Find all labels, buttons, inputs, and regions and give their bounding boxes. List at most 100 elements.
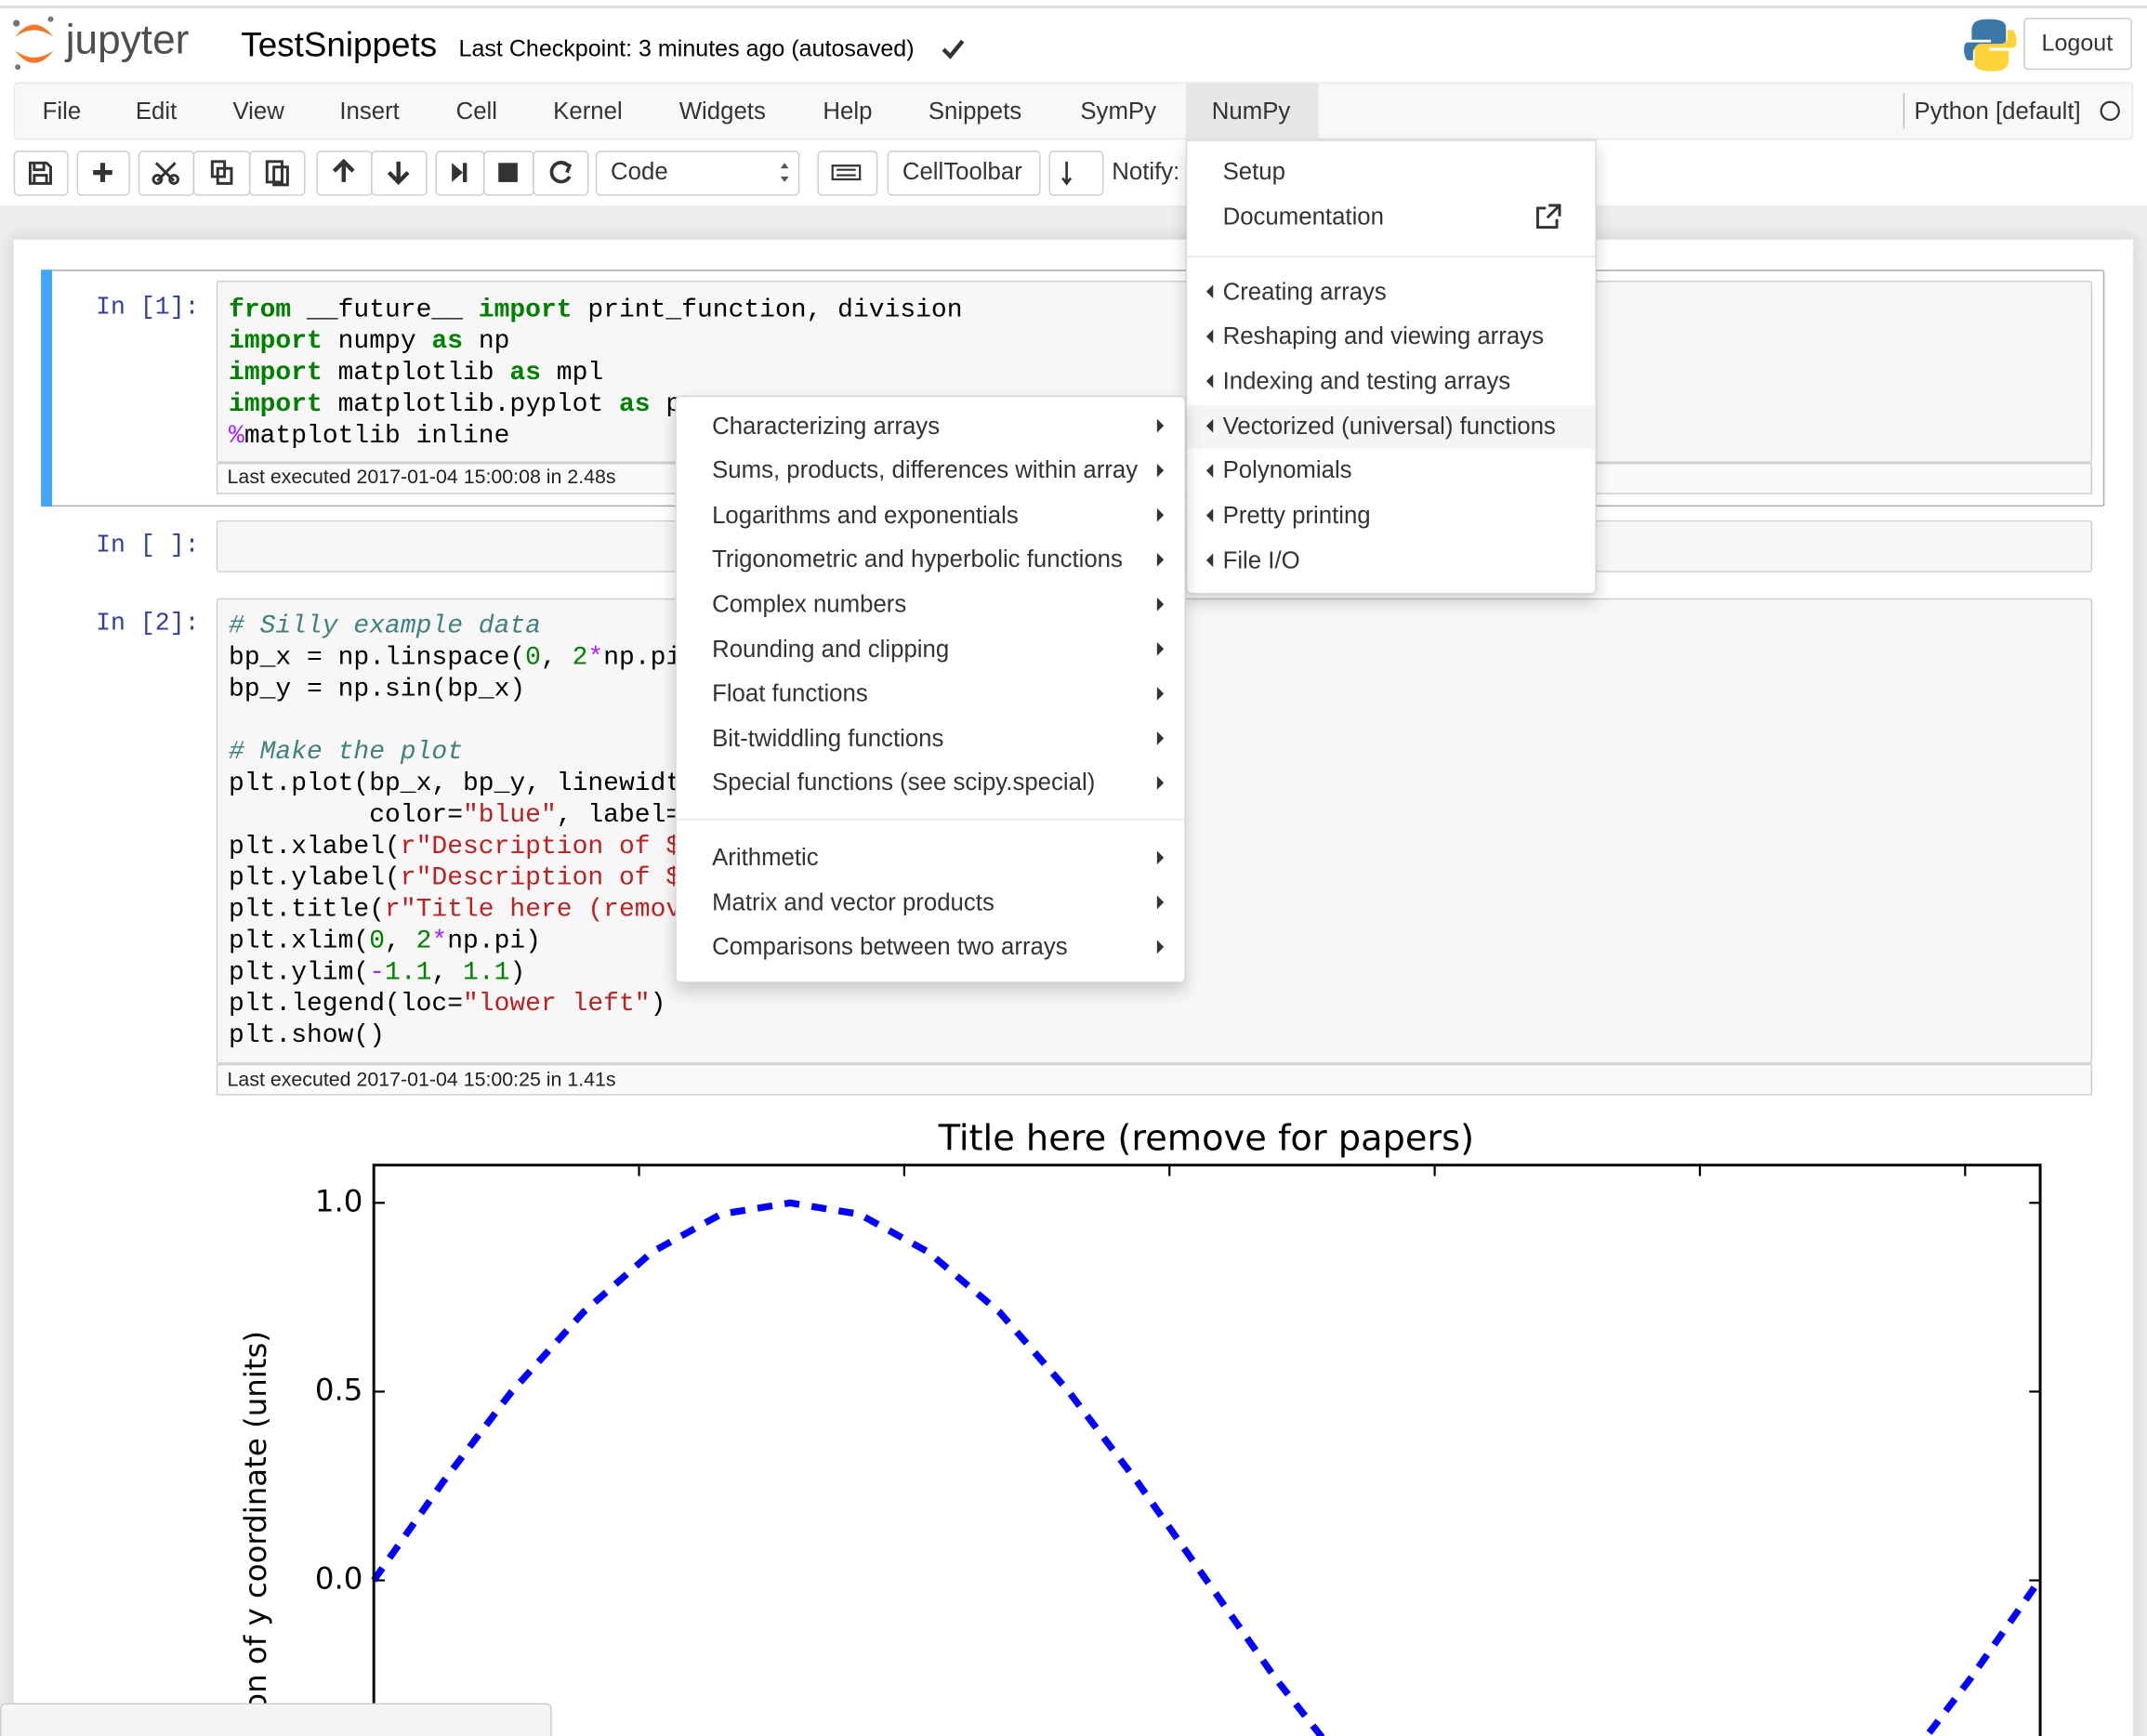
code-line: color="blue", label= [229,799,681,831]
menu-icons [1205,204,1561,568]
code-token: plt.show() [229,1019,386,1050]
code-token: ) [650,987,666,1019]
submenu-item[interactable]: Pretty printing [1222,501,1371,529]
submenu-item[interactable]: Logarithms and exponentials [712,500,1019,529]
submenu-item[interactable]: Creating arrays [1222,277,1387,305]
submenu-item[interactable]: Special functions (see scipy.special) [712,768,1096,796]
paste-icon [265,160,289,187]
submenu-item[interactable]: Polynomials [1222,456,1352,484]
cut-icon [151,174,164,185]
kernel-indicator [2100,100,2120,122]
code-token: 0 [369,925,386,955]
code-token: import [478,294,573,324]
code-line: plt.title(r"Title here (remov [229,893,681,925]
submenu-item[interactable]: Rounding and clipping [712,634,950,663]
submenu-caret [1205,553,1214,568]
code-token: __future__ [291,294,479,324]
code-token: , [540,641,573,672]
menu-item[interactable]: Help [823,96,873,125]
menu-item[interactable]: File [42,96,82,125]
submenu-caret [1205,329,1214,344]
submenu-caret [1156,776,1165,790]
copy-icon [210,160,233,185]
submenu-item[interactable]: Float functions [712,678,868,707]
code-token: bp_y = np.sin(bp_x) [229,673,526,704]
external-link-icon [1535,204,1561,230]
submenu-caret [1205,464,1214,478]
menu-item[interactable]: Documentation [1222,202,1385,230]
toolbar-button [13,151,69,196]
submenu-item[interactable]: Characterizing arrays [712,411,941,440]
code-token: bp_x = np.linspace( [229,641,526,672]
menu-item[interactable]: Widgets [678,96,766,125]
code-token: - [369,956,386,987]
submenu-item[interactable]: Vectorized (universal) functions [1222,411,1556,440]
menu-item[interactable]: NumPy [1211,96,1291,125]
submenu-item[interactable]: Matrix and vector products [712,888,994,915]
menu-item[interactable]: Insert [339,96,400,125]
move-up-icon [332,158,355,182]
scroll-box [0,1703,552,1736]
logo-dot [47,16,54,22]
code-token: color= [229,798,463,830]
submenu-caret [1156,940,1165,954]
checkpoint: Last Checkpoint: 3 minutes ago (autosave… [458,35,915,61]
toolbar-button [533,151,589,196]
cell-type-select[interactable]: Code [611,156,668,185]
menu-item[interactable]: SymPy [1080,96,1157,125]
y-axis-label: on of y coordinate (units) [238,1331,273,1712]
code-token: plt.ylim( [229,956,370,987]
menu-divider [676,819,1185,822]
code-line: plt.plot(bp_x, bp_y, linewidt [229,768,681,799]
code-token: print_function, division [572,294,963,324]
code-line: plt.xlabel(r"Description of $ [229,831,681,862]
submenu-item[interactable]: File I/O [1222,546,1300,573]
logout-button[interactable] [2023,18,2132,71]
menu-item[interactable]: Snippets [928,96,1022,125]
submenu-item[interactable]: Trigonometric and hyperbolic functions [712,545,1123,573]
submenu-item[interactable]: Arithmetic [712,843,819,871]
code-line: plt.xlim(0, 2*np.pi) [229,925,541,956]
brand: jupyter [65,18,190,63]
cell-toolbar-button[interactable]: CellToolbar [902,156,1022,185]
code-line: plt.show() [229,1019,385,1051]
stop-icon [498,163,518,182]
submenu-caret [1156,730,1165,745]
code-token: matplotlib [322,356,510,388]
y-tick-label: 0.5 [315,1372,363,1407]
code-token: , label= [556,798,682,830]
restart-icon [549,161,573,184]
code-token: * [431,925,448,955]
code-token: import [229,324,323,356]
code-token: ) [509,956,526,987]
submenu-item[interactable]: Bit-twiddling functions [712,723,944,752]
menu-item[interactable]: Setup [1222,156,1285,185]
code-token: "lower left" [462,987,651,1019]
notebook-name[interactable]: TestSnippets [241,25,438,65]
menu-item[interactable]: Kernel [553,96,623,125]
submenu-item[interactable]: Reshaping and viewing arrays [1222,322,1544,349]
cell-status [216,1063,2093,1096]
menu-item[interactable]: Cell [455,96,498,125]
logo-dot [15,64,21,71]
submenu-item[interactable]: Sums, products, differences within array [712,455,1139,484]
add-icon [93,163,112,182]
cell-selected-bar [41,270,52,507]
cut-icon [168,174,179,185]
submenu-caret [1156,507,1165,522]
toolbar-button [595,151,800,196]
submenu-item[interactable]: Indexing and testing arrays [1222,366,1511,395]
logout-label[interactable]: Logout [2041,30,2114,57]
submenu-item[interactable]: Comparisons between two arrays [712,932,1068,960]
submenu-item[interactable]: Complex numbers [712,589,907,618]
menu-item[interactable]: Edit [135,96,178,125]
code-line: from __future__ import print_function, d… [229,294,963,325]
code-token: * [587,641,604,672]
menu-item[interactable]: View [232,96,284,125]
top-border [0,5,2147,8]
submenu-caret [1156,686,1165,701]
menubar [13,82,2134,140]
plot-title: Title here (remove for papers) [938,1118,1474,1160]
